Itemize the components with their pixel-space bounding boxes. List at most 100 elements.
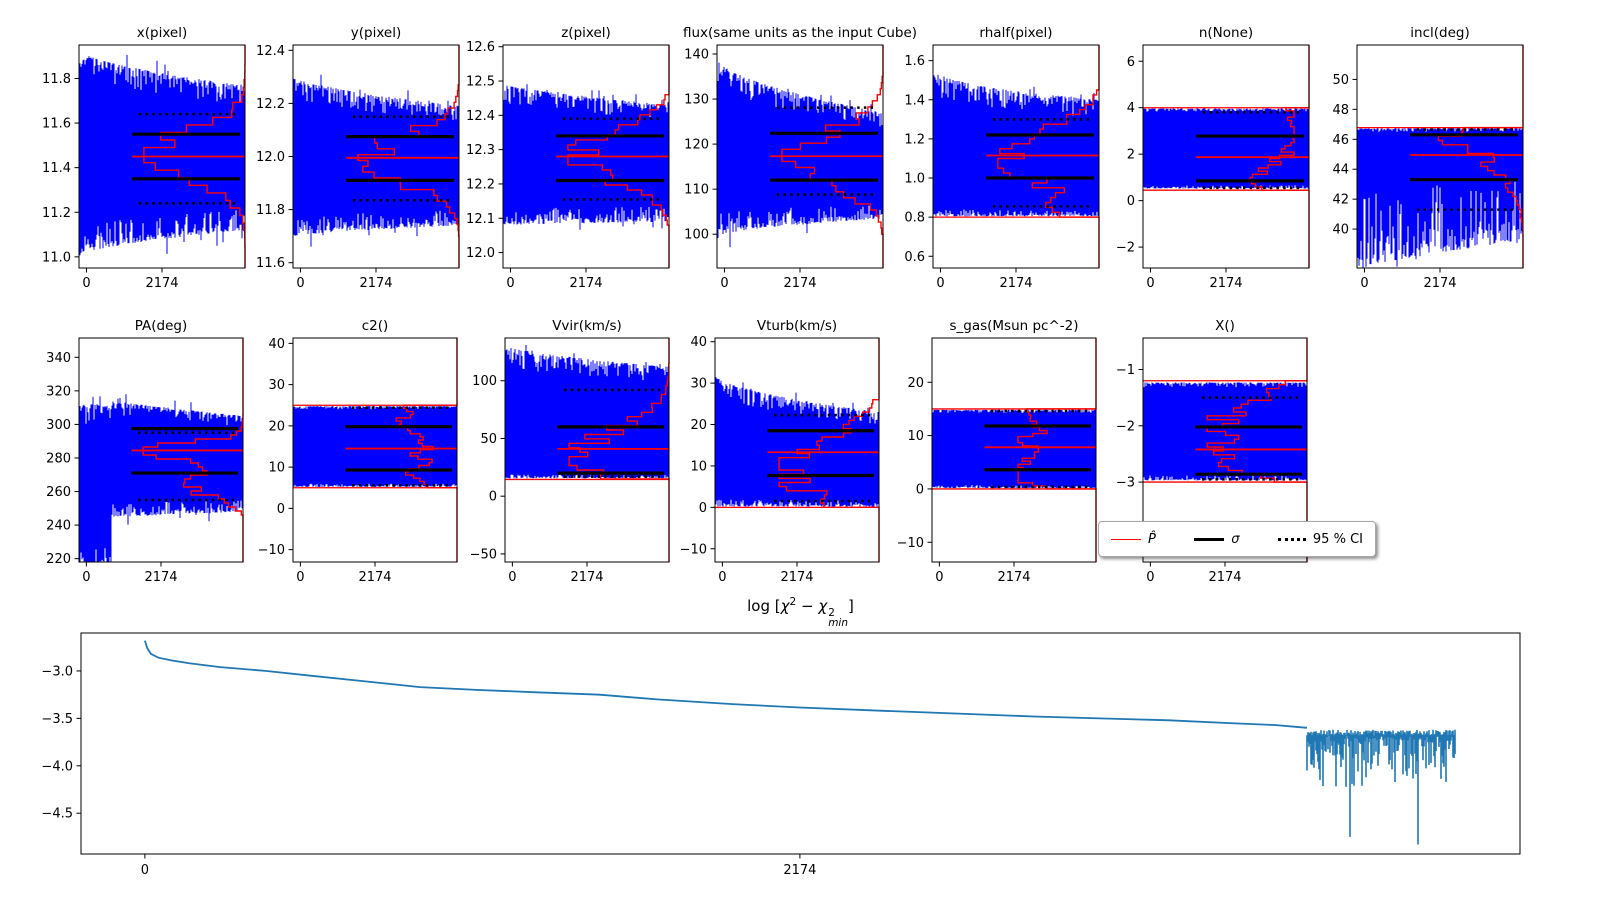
chi2-title-exp1: 2 bbox=[789, 596, 797, 608]
y-tick-label: 0.8 bbox=[904, 211, 925, 226]
y-tick-label: 12.2 bbox=[466, 177, 495, 192]
y-tick-label: 100 bbox=[472, 374, 497, 389]
plot-area-c2: −10 0 10 20 30 40 0 2174 bbox=[258, 337, 458, 585]
y-tick-label: 20 bbox=[268, 419, 285, 434]
chi2-sorted-curve bbox=[144, 640, 1308, 729]
plot-area-chi2: −3.0 −3.5 −4.0 −4.5 0 2174 bbox=[41, 632, 1521, 878]
subplot-rhalf: rhalf(pixel) 0.6 0.8 1.0 1.2 1.4 1.6 0 2174 bbox=[881, 25, 1107, 298]
sigma-line-icon bbox=[1194, 537, 1225, 541]
x-tick-label: 0 bbox=[1146, 276, 1154, 291]
x-tick-label: 2174 bbox=[997, 570, 1030, 585]
plot-area-x_param: −1 −2 −3 0 2174 bbox=[1116, 337, 1308, 585]
y-tick-label: 1.4 bbox=[904, 93, 925, 108]
y-tick-label: 0 bbox=[699, 501, 707, 516]
subplot-x_param: X() −1 −2 −3 0 2174 bbox=[1091, 318, 1315, 592]
x-tick-label: 2174 bbox=[783, 276, 816, 291]
y-tick-label: 12.2 bbox=[256, 97, 285, 112]
y-tick-label: 12.0 bbox=[256, 150, 285, 165]
subplot-title-c2: c2() bbox=[361, 318, 389, 334]
posterior-pdf-n bbox=[1249, 45, 1310, 268]
y-tick-label: −3.5 bbox=[41, 712, 73, 727]
x-tick-label: 0 bbox=[720, 276, 728, 291]
y-tick-label: 12.6 bbox=[466, 40, 495, 55]
x-tick-label: 2174 bbox=[358, 570, 391, 585]
y-tick-label: 20 bbox=[690, 418, 707, 433]
x-tick-label: 0 bbox=[508, 570, 516, 585]
legend-item-pdf: P̂ bbox=[1111, 532, 1156, 547]
y-tick-label: 40 bbox=[690, 335, 707, 350]
mcmc-trace-s_gas bbox=[931, 409, 1097, 489]
x-tick-label: 2174 bbox=[144, 570, 177, 585]
y-tick-label: −1 bbox=[1116, 363, 1135, 378]
x-tick-label: 2174 bbox=[1208, 570, 1241, 585]
x-tick-label: 2174 bbox=[780, 570, 813, 585]
y-tick-label: 11.8 bbox=[256, 203, 285, 218]
y-tick-label: 220 bbox=[46, 552, 71, 567]
posterior-pdf-rhalf bbox=[997, 45, 1100, 268]
mcmc-trace-pa bbox=[78, 394, 244, 562]
plot-area-pa: 220 240 260 280 300 320 340 0 2174 bbox=[46, 337, 244, 585]
y-tick-label: 48 bbox=[1332, 103, 1349, 118]
x-tick-label: 0 bbox=[141, 863, 149, 878]
y-tick-label: −4.0 bbox=[41, 759, 73, 774]
subplot-x: x(pixel) 11.0 11.2 11.4 11.6 11.8 0 2174 bbox=[27, 25, 253, 298]
y-tick-label: 100 bbox=[684, 228, 709, 243]
y-tick-label: 11.8 bbox=[42, 72, 71, 87]
x-tick-label: 2174 bbox=[999, 276, 1032, 291]
x-tick-label: 2174 bbox=[1209, 276, 1242, 291]
x-tick-label: 0 bbox=[1360, 276, 1368, 291]
mcmc-trace-x bbox=[78, 54, 246, 256]
y-tick-label: 50 bbox=[480, 432, 497, 447]
x-tick-label: 0 bbox=[82, 570, 90, 585]
y-tick-label: −50 bbox=[470, 547, 497, 562]
subplot-title-incl: incl(deg) bbox=[1410, 25, 1470, 41]
chi2-title-chi1: χ bbox=[780, 597, 790, 615]
subplot-incl: incl(deg) 40 42 44 46 48 50 0 2174 bbox=[1305, 25, 1531, 298]
plot-area-rhalf: 0.6 0.8 1.0 1.2 1.4 1.6 0 2174 bbox=[904, 44, 1100, 291]
y-tick-label: 12.0 bbox=[466, 246, 495, 261]
legend-label-pdf: P̂ bbox=[1148, 531, 1156, 547]
x-tick-label: 2174 bbox=[783, 863, 816, 878]
y-tick-label: 12.4 bbox=[466, 109, 495, 124]
y-tick-label: 340 bbox=[46, 351, 71, 366]
chi2-title-supsub: 2 min bbox=[828, 606, 849, 629]
y-tick-label: 40 bbox=[1332, 223, 1349, 238]
x-tick-label: 0 bbox=[718, 570, 726, 585]
x-tick-label: 2174 bbox=[359, 276, 392, 291]
y-tick-label: −10 bbox=[680, 542, 707, 557]
pdf-line-icon bbox=[1111, 538, 1141, 540]
y-tick-label: 260 bbox=[46, 485, 71, 500]
posterior-pdf-vvir bbox=[568, 338, 670, 562]
chi2-title-chi2: χ bbox=[818, 597, 828, 615]
y-tick-label: 40 bbox=[268, 337, 285, 352]
x-tick-label: 2174 bbox=[569, 276, 602, 291]
x-tick-label: 0 bbox=[935, 570, 943, 585]
y-tick-label: 30 bbox=[690, 377, 707, 392]
subplot-title-y: y(pixel) bbox=[350, 25, 402, 41]
plot-area-z: 12.0 12.1 12.2 12.3 12.4 12.5 12.6 0 2174 bbox=[466, 40, 670, 291]
y-tick-label: 12.4 bbox=[256, 44, 285, 59]
x-tick-label: 0 bbox=[1146, 570, 1154, 585]
y-tick-label: 20 bbox=[907, 376, 924, 391]
posterior-pdf-y bbox=[357, 45, 460, 268]
y-tick-label: 11.6 bbox=[256, 256, 285, 271]
x-tick-label: 2174 bbox=[145, 276, 178, 291]
y-tick-label: 4 bbox=[1127, 101, 1135, 116]
legend: P̂ σ 95 % CI bbox=[1098, 521, 1376, 557]
y-tick-label: 240 bbox=[46, 519, 71, 534]
legend-item-ci: 95 % CI bbox=[1277, 532, 1363, 547]
subplot-chi2: −3.0 −3.5 −4.0 −4.5 0 2174 bbox=[23, 627, 1528, 890]
posterior-pdf-pa bbox=[142, 338, 244, 562]
plot-area-flux: 100 110 120 130 140 0 2174 bbox=[684, 44, 884, 291]
plot-area-n: −2 0 2 4 6 0 2174 bbox=[1116, 44, 1310, 291]
y-tick-label: 110 bbox=[684, 183, 709, 198]
y-tick-label: 130 bbox=[684, 93, 709, 108]
subplot-title-z: z(pixel) bbox=[561, 25, 611, 41]
y-tick-label: −2 bbox=[1116, 241, 1135, 256]
y-tick-label: 320 bbox=[46, 384, 71, 399]
y-tick-label: 10 bbox=[907, 429, 924, 444]
y-tick-label: 10 bbox=[268, 461, 285, 476]
y-tick-label: 280 bbox=[46, 451, 71, 466]
y-tick-label: 120 bbox=[684, 138, 709, 153]
y-tick-label: 300 bbox=[46, 418, 71, 433]
